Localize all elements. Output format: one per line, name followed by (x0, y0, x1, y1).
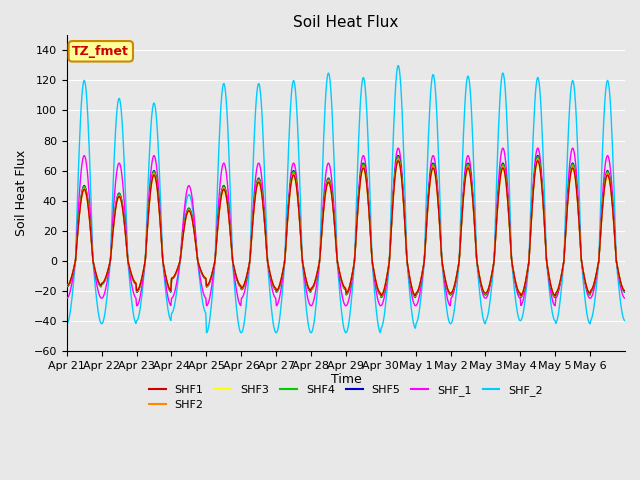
Legend: SHF1, SHF2, SHF3, SHF4, SHF5, SHF_1, SHF_2: SHF1, SHF2, SHF3, SHF4, SHF5, SHF_1, SHF… (145, 380, 547, 415)
Text: TZ_fmet: TZ_fmet (72, 45, 129, 58)
X-axis label: Time: Time (330, 373, 361, 386)
Y-axis label: Soil Heat Flux: Soil Heat Flux (15, 150, 28, 236)
Title: Soil Heat Flux: Soil Heat Flux (293, 15, 399, 30)
